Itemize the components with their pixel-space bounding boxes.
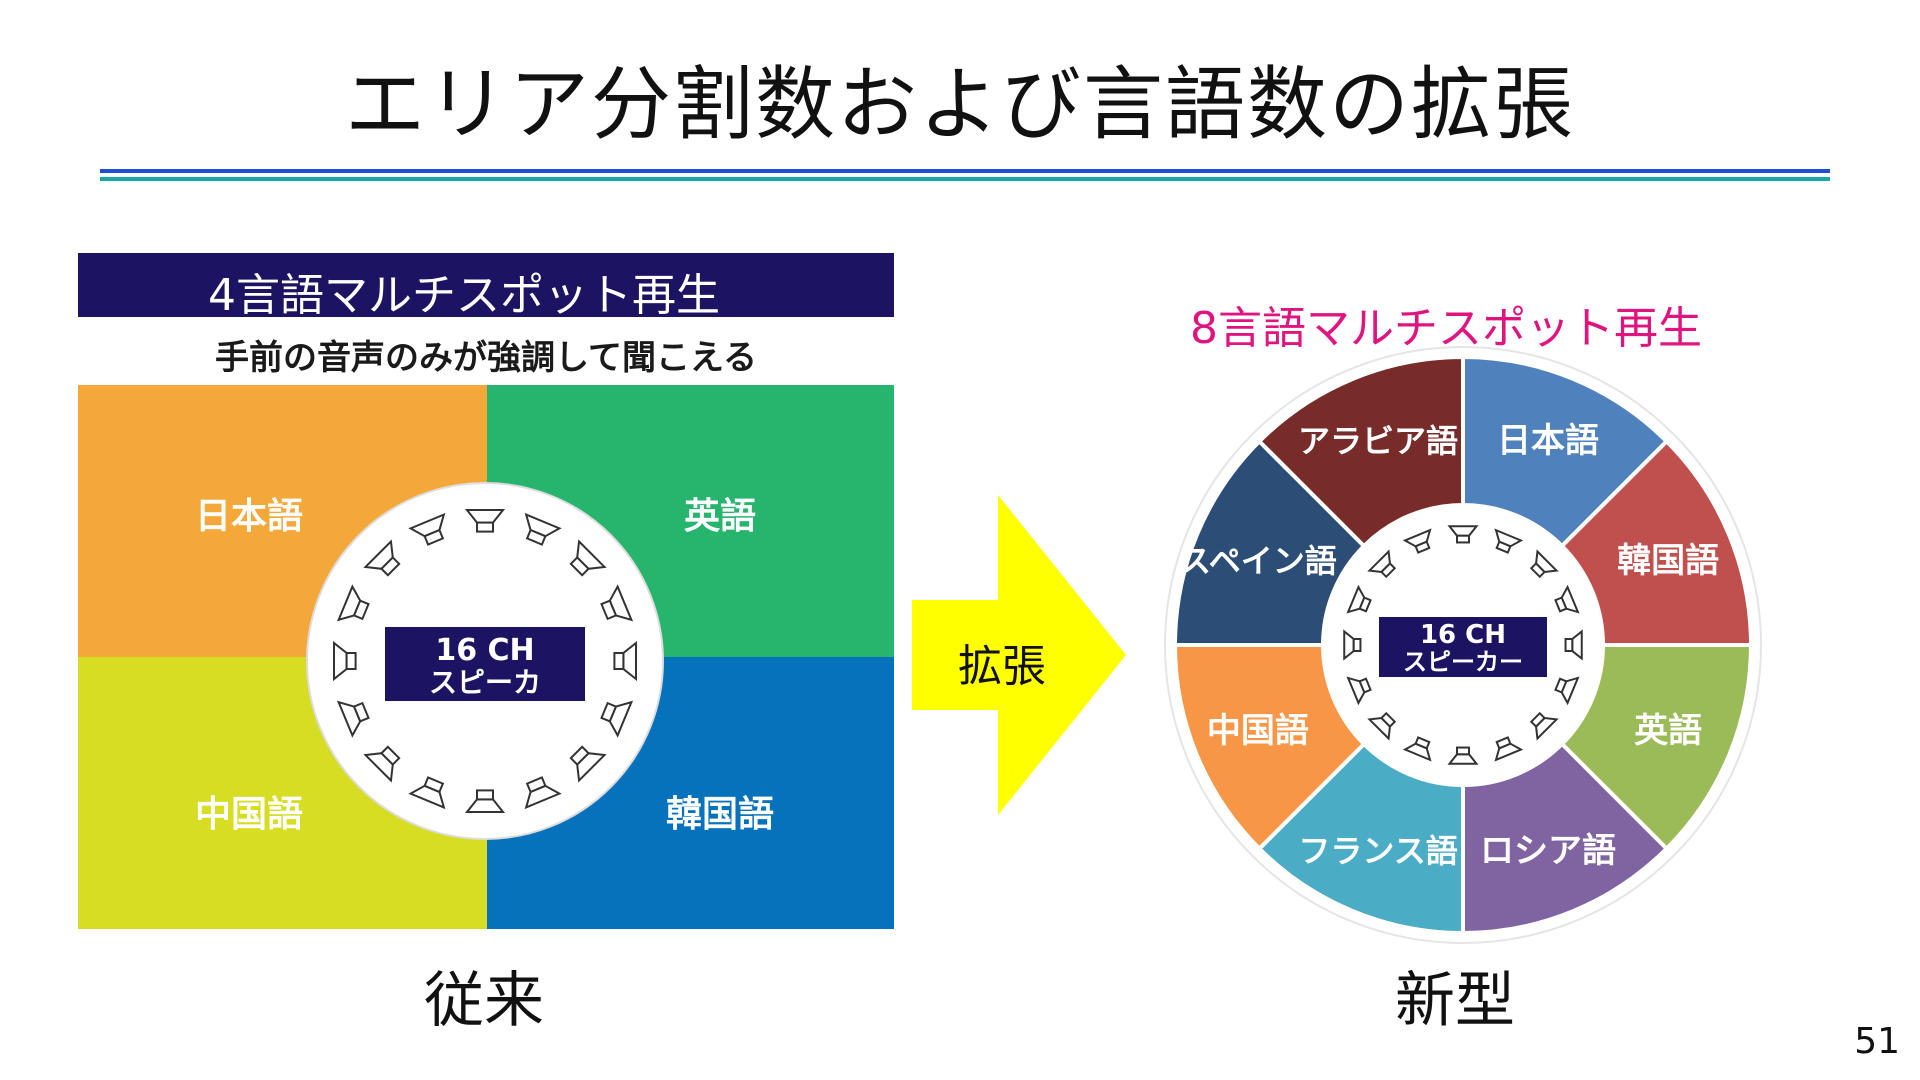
quadrant-label-japanese: 日本語	[195, 496, 304, 537]
speaker-icon	[524, 512, 562, 546]
segment-french-label: フランス語	[1298, 832, 1457, 870]
segment-spanish-label: スペイン語	[1179, 542, 1337, 580]
page-number: 51	[1854, 1021, 1900, 1062]
title-rule-teal	[100, 177, 1830, 181]
speaker-icon	[600, 584, 634, 622]
segment-arabic-label: アラビア語	[1298, 422, 1458, 460]
right-center-line2: スピーカー	[1403, 648, 1523, 676]
right-title: 8言語マルチスポット再生	[1190, 303, 1702, 354]
speaker-icon	[569, 539, 607, 577]
segment-japanese-label: 日本語	[1497, 421, 1599, 461]
title-rule-blue	[100, 169, 1830, 173]
speaker-icon	[336, 700, 370, 738]
speaker-icon	[1447, 746, 1479, 765]
speaker-icon	[1402, 528, 1432, 554]
segment-english-label: 英語	[1634, 711, 1702, 751]
quadrant-label-english: 英語	[684, 496, 757, 537]
left-center-line1: 16 CH	[435, 633, 534, 668]
quadrant-label-korean: 韓国語	[666, 794, 775, 835]
speaker-icon	[1367, 549, 1397, 579]
speaker-icon	[363, 539, 401, 577]
speaker-icon	[1346, 584, 1372, 614]
speaker-icon	[336, 584, 370, 622]
quadrant-label-chinese: 中国語	[195, 794, 304, 835]
speaker-icon	[464, 789, 506, 813]
right-caption: 新型	[1395, 966, 1515, 1036]
left-subtitle: 手前の音声のみが強調して聞こえる	[215, 338, 757, 378]
speaker-icon	[1554, 676, 1580, 706]
segment-chinese-label: 中国語	[1207, 711, 1309, 751]
segment-korean-label: 韓国語	[1617, 541, 1719, 581]
speaker-icon	[613, 640, 637, 682]
slide-title: エリア分割数および言語数の拡張	[345, 58, 1575, 151]
left-caption: 従来	[424, 966, 544, 1036]
speaker-icon	[1343, 629, 1362, 661]
right-center-line1: 16 CH	[1420, 620, 1506, 650]
speaker-icon	[408, 512, 446, 546]
speaker-icon	[1447, 525, 1479, 544]
speaker-icon	[333, 640, 357, 682]
speaker-icon	[1529, 711, 1559, 741]
segment-russian-label: ロシア語	[1480, 831, 1616, 871]
left-center-line2: スピーカ	[429, 666, 541, 699]
speaker-icon	[1564, 629, 1583, 661]
arrow-label: 拡張	[958, 641, 1046, 692]
speaker-icon	[1494, 528, 1524, 554]
speaker-icon	[408, 776, 446, 810]
speaker-icon	[1346, 676, 1372, 706]
speaker-icon	[363, 745, 401, 783]
left-banner: 4言語マルチスポット再生	[78, 253, 894, 321]
speaker-icon	[1402, 736, 1432, 762]
speaker-icon	[569, 745, 607, 783]
speaker-icon	[524, 776, 562, 810]
expand-arrow	[912, 495, 1126, 815]
speaker-icon	[1554, 584, 1580, 614]
speaker-icon	[464, 509, 506, 533]
left-banner-text: 4言語マルチスポット再生	[208, 270, 720, 321]
speaker-icon	[1367, 711, 1397, 741]
speaker-icon	[1529, 549, 1559, 579]
speaker-icon	[1494, 736, 1524, 762]
speaker-icon	[600, 700, 634, 738]
